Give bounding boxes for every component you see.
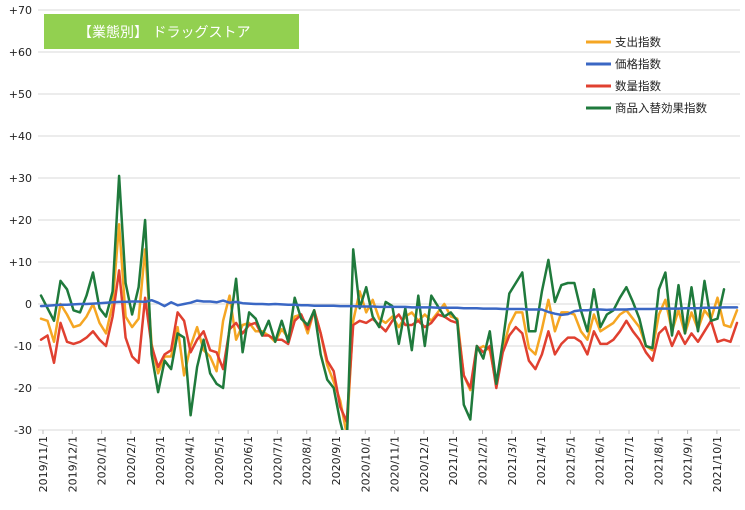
legend-label-1: 価格指数 [615, 57, 661, 71]
legend-label-0: 支出指数 [615, 35, 661, 49]
x-tick-label: 2021/1/1 [447, 436, 460, 485]
x-tick-label: 2020/10/1 [359, 436, 372, 492]
x-tick-label: 2021/10/1 [711, 436, 724, 492]
x-tick-label: 2020/11/1 [389, 436, 402, 492]
legend-label-2: 数量指数 [615, 79, 661, 93]
x-tick-label: 2020/6/1 [242, 436, 255, 485]
y-tick-label: +70 [9, 4, 32, 17]
series-lines [39, 174, 739, 430]
chart-title: 【業態別】 ドラッグストア [78, 25, 250, 41]
series-line-2 [39, 269, 739, 423]
x-tick-label: 2021/4/1 [535, 436, 548, 485]
y-tick-label: +10 [9, 256, 32, 269]
x-tick-label: 2021/7/1 [623, 436, 636, 485]
x-tick-label: 2020/9/1 [330, 436, 343, 485]
legend-label-3: 商品入替効果指数 [615, 101, 707, 115]
y-tick-label: +30 [9, 172, 32, 185]
y-axis-tick-labels: +70 +60 +50 +40 +30 +20 +10 0 -10 -20 -30 [9, 4, 32, 437]
x-tick-label: 2020/1/1 [96, 436, 109, 485]
series-line-0 [39, 222, 739, 430]
grid-lines [38, 9, 740, 431]
y-tick-label: +50 [9, 88, 32, 101]
x-tick-label: 2020/12/1 [418, 436, 431, 492]
x-tick-label: 2020/3/1 [154, 436, 167, 485]
y-tick-label: -30 [14, 424, 32, 437]
x-tick-label: 2021/9/1 [682, 436, 695, 485]
x-tick-label: 2021/5/1 [564, 436, 577, 485]
y-tick-label: +20 [9, 214, 32, 227]
x-tick-label: 2020/2/1 [125, 436, 138, 485]
x-axis-tick-labels: 2019/11/1 2019/12/1 2020/1/1 2020/2/1 2020/3… [37, 430, 724, 492]
x-tick-label: 2020/8/1 [301, 436, 314, 485]
y-tick-label: -20 [14, 382, 32, 395]
series-line-3 [39, 174, 726, 430]
y-tick-label: +60 [9, 46, 32, 59]
x-tick-label: 2021/2/1 [477, 436, 490, 485]
x-tick-label: 2021/6/1 [594, 436, 607, 485]
chart-title-background [44, 14, 299, 49]
x-tick-label: 2020/4/1 [184, 436, 197, 485]
series-line-1 [39, 298, 739, 317]
y-tick-label: -10 [14, 340, 32, 353]
y-tick-label: 0 [25, 298, 32, 311]
x-tick-label: 2020/7/1 [271, 436, 284, 485]
x-tick-label: 2021/3/1 [506, 436, 519, 485]
chart-title-box: 【業態別】 ドラッグストア [44, 14, 299, 49]
x-tick-label: 2019/12/1 [66, 436, 79, 492]
x-tick-label: 2019/11/1 [37, 436, 50, 492]
x-tick-label: 2020/5/1 [213, 436, 226, 485]
y-tick-label: +40 [9, 130, 32, 143]
x-tick-label: 2021/8/1 [652, 436, 665, 485]
